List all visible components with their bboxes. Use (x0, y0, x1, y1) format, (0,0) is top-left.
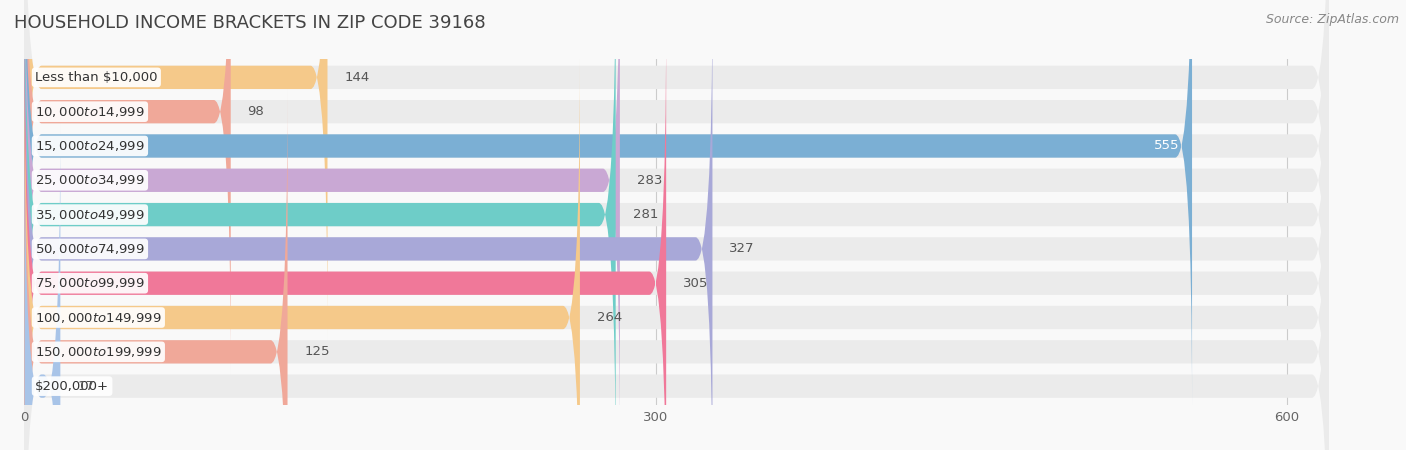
Text: 144: 144 (344, 71, 370, 84)
Text: HOUSEHOLD INCOME BRACKETS IN ZIP CODE 39168: HOUSEHOLD INCOME BRACKETS IN ZIP CODE 39… (14, 14, 485, 32)
FancyBboxPatch shape (24, 0, 1329, 443)
Text: $35,000 to $49,999: $35,000 to $49,999 (35, 207, 145, 221)
FancyBboxPatch shape (24, 89, 287, 450)
FancyBboxPatch shape (24, 0, 1329, 450)
FancyBboxPatch shape (24, 123, 60, 450)
FancyBboxPatch shape (24, 0, 1329, 409)
FancyBboxPatch shape (24, 0, 620, 443)
FancyBboxPatch shape (24, 55, 579, 450)
Text: $75,000 to $99,999: $75,000 to $99,999 (35, 276, 145, 290)
Text: Less than $10,000: Less than $10,000 (35, 71, 157, 84)
FancyBboxPatch shape (24, 0, 1329, 340)
Text: $200,000+: $200,000+ (35, 380, 110, 393)
Text: 283: 283 (637, 174, 662, 187)
Text: 281: 281 (633, 208, 658, 221)
FancyBboxPatch shape (24, 89, 1329, 450)
FancyBboxPatch shape (24, 20, 666, 450)
FancyBboxPatch shape (24, 55, 1329, 450)
Text: $10,000 to $14,999: $10,000 to $14,999 (35, 105, 145, 119)
Text: $100,000 to $149,999: $100,000 to $149,999 (35, 310, 162, 324)
Text: 17: 17 (77, 380, 94, 393)
Text: $15,000 to $24,999: $15,000 to $24,999 (35, 139, 145, 153)
Text: 327: 327 (730, 243, 755, 256)
FancyBboxPatch shape (24, 0, 713, 450)
FancyBboxPatch shape (24, 0, 231, 374)
Text: 264: 264 (596, 311, 621, 324)
FancyBboxPatch shape (24, 20, 1329, 450)
Text: $150,000 to $199,999: $150,000 to $199,999 (35, 345, 162, 359)
FancyBboxPatch shape (24, 0, 1192, 409)
FancyBboxPatch shape (24, 123, 1329, 450)
FancyBboxPatch shape (24, 0, 1329, 450)
Text: 125: 125 (304, 345, 330, 358)
FancyBboxPatch shape (24, 0, 616, 450)
Text: $50,000 to $74,999: $50,000 to $74,999 (35, 242, 145, 256)
Text: Source: ZipAtlas.com: Source: ZipAtlas.com (1265, 14, 1399, 27)
FancyBboxPatch shape (24, 0, 328, 340)
Text: 98: 98 (247, 105, 264, 118)
Text: 555: 555 (1154, 140, 1180, 153)
Text: $25,000 to $34,999: $25,000 to $34,999 (35, 173, 145, 187)
FancyBboxPatch shape (24, 0, 1329, 374)
Text: 305: 305 (683, 277, 709, 290)
